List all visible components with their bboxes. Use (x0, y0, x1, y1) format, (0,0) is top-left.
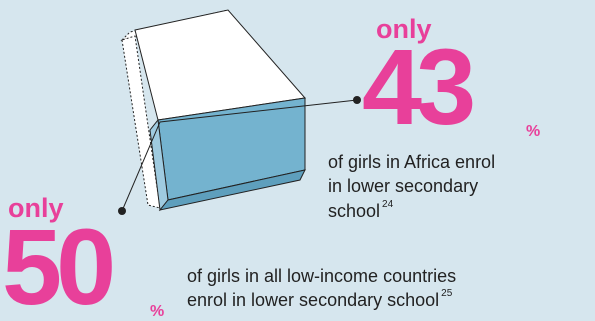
stat-unit: % (150, 303, 164, 320)
stat-value: 43 (362, 26, 473, 147)
stat-text: in lower secondary (328, 176, 478, 196)
pointer-line (121, 99, 358, 212)
stat-text: of girls in Africa enrol (328, 152, 495, 172)
book (120, 9, 306, 212)
footnote-ref: 25 (441, 288, 453, 299)
pointer-dot (353, 96, 361, 104)
stat-prefix: only (8, 193, 64, 223)
stat-value: 50 (2, 206, 112, 321)
stat-text: school (328, 201, 380, 221)
book-edge (158, 169, 306, 211)
book-spine (121, 35, 161, 209)
stat-prefix: only (376, 14, 432, 44)
footnote-ref: 24 (382, 199, 394, 210)
pointer-dot (118, 207, 126, 215)
stat-text: of girls in all low-income countries (187, 266, 456, 286)
stat-unit: % (526, 123, 540, 140)
stat-text: enrol in lower secondary school (187, 290, 439, 310)
pointers (118, 96, 361, 215)
